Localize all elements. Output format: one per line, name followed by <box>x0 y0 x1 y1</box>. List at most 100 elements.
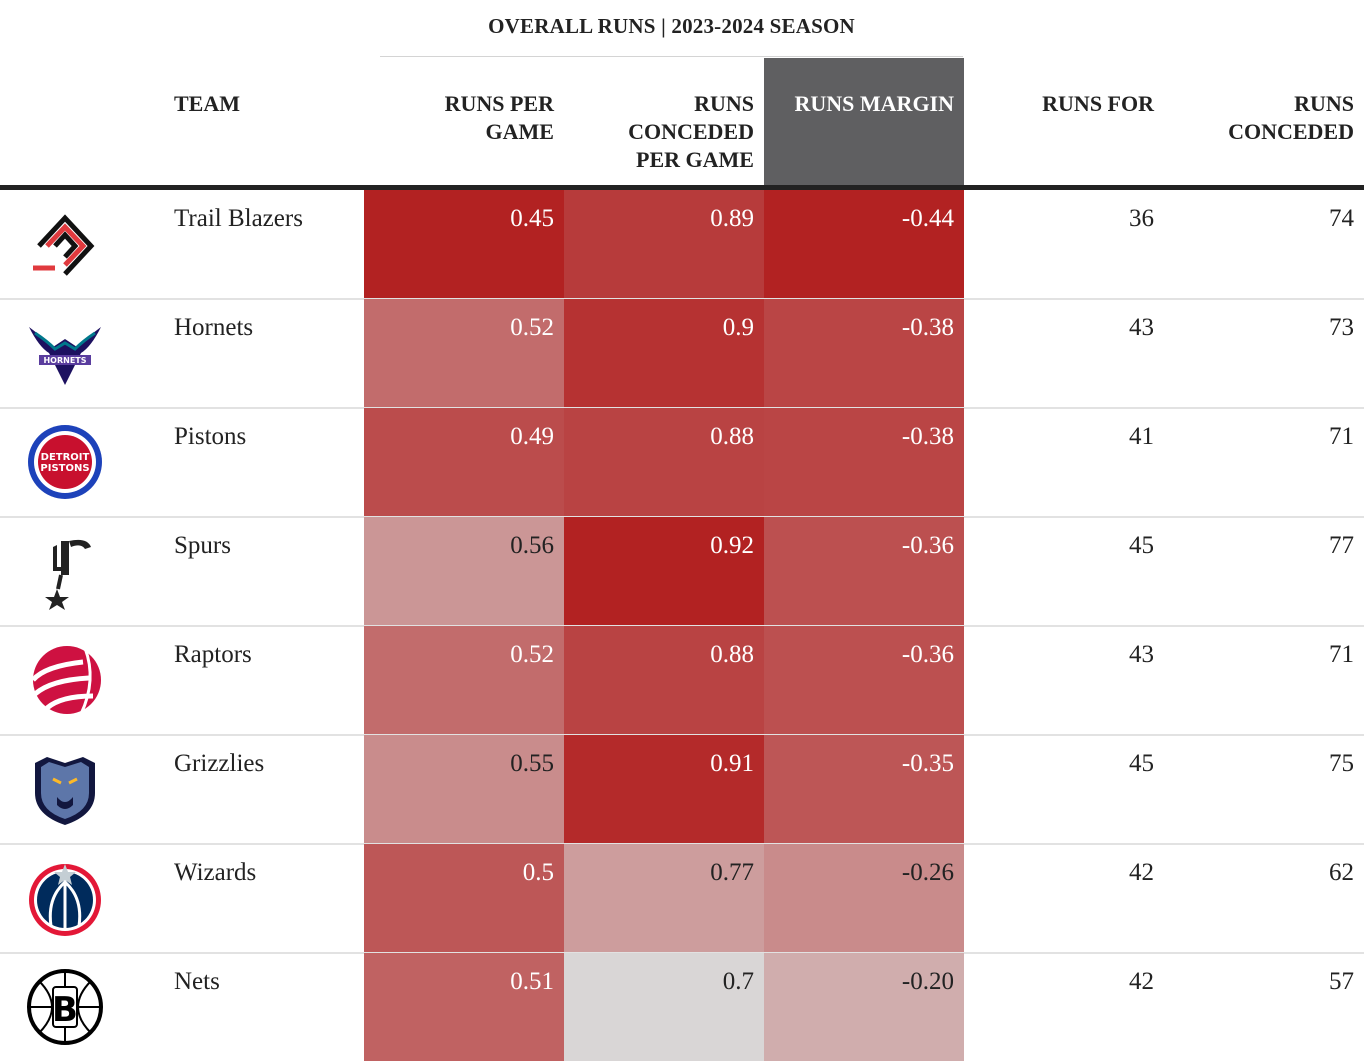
header-runs-per-game: RUNS PER GAME <box>380 90 554 146</box>
value-runs-conceded-per-game: 0.91 <box>710 750 754 777</box>
value-runs-conceded: 57 <box>1329 968 1354 995</box>
title-underline <box>380 56 963 57</box>
heat-cell-runs-conceded-per-game <box>564 844 764 952</box>
value-runs-for: 45 <box>1129 750 1154 777</box>
value-runs-for: 45 <box>1129 532 1154 559</box>
heat-cell-runs-per-game <box>364 517 564 625</box>
svg-text:HORNETS: HORNETS <box>43 356 86 365</box>
spurs-logo-icon <box>25 531 105 611</box>
header-rcpg-line-3: PER GAME <box>636 147 754 172</box>
header-rcpg-line-1: RUNS <box>694 91 754 116</box>
value-runs-margin: -0.35 <box>901 750 954 777</box>
value-runs-conceded-per-game: 0.77 <box>710 859 754 886</box>
chart-title: OVERALL RUNS | 2023-2024 SEASON <box>488 14 855 38</box>
header-runs-conceded-per-game: RUNS CONCEDED PER GAME <box>564 90 754 174</box>
heat-cell-runs-conceded-per-game <box>564 408 764 516</box>
header-runs-conceded-line-2: CONCEDED <box>1228 119 1354 144</box>
header-runs-per-game-line-1: RUNS PER <box>444 91 554 116</box>
pistons-logo-icon: DETROIT PISTONS <box>25 422 105 502</box>
highlighted-column-header-bg <box>764 58 964 186</box>
heat-cell-runs-conceded-per-game <box>564 953 764 1061</box>
value-runs-margin: -0.20 <box>901 968 954 995</box>
wizards-logo-icon <box>25 858 105 938</box>
raptors-logo-icon <box>25 640 105 720</box>
header-rcpg-line-2: CONCEDED <box>628 119 754 144</box>
heat-cell-runs-per-game <box>364 299 564 407</box>
team-name: Raptors <box>174 641 252 668</box>
heat-cell-runs-per-game <box>364 735 564 843</box>
value-runs-conceded: 62 <box>1329 859 1354 886</box>
heat-cell-runs-conceded-per-game <box>564 190 764 298</box>
team-name: Pistons <box>174 423 247 450</box>
heat-cell-runs-margin <box>764 735 964 843</box>
heat-cell-runs-margin <box>764 953 964 1061</box>
value-runs-per-game: 0.55 <box>510 750 554 777</box>
value-runs-conceded-per-game: 0.88 <box>710 423 754 450</box>
team-name: Hornets <box>174 314 254 341</box>
header-team: TEAM <box>174 91 240 116</box>
heat-cell-runs-margin <box>764 190 964 298</box>
team-name: Nets <box>174 968 220 995</box>
heat-cell-runs-margin <box>764 408 964 516</box>
header-runs-margin: RUNS MARGIN <box>764 90 955 118</box>
heat-cell-runs-margin <box>764 517 964 625</box>
value-runs-conceded-per-game: 0.92 <box>710 532 754 559</box>
svg-text:B: B <box>52 990 78 1030</box>
value-runs-conceded: 73 <box>1329 314 1354 341</box>
value-runs-for: 42 <box>1129 968 1154 995</box>
grizzlies-logo-icon <box>25 749 105 829</box>
value-runs-conceded-per-game: 0.89 <box>710 205 754 232</box>
svg-text:PISTONS: PISTONS <box>40 463 89 474</box>
heat-cell-runs-per-game <box>364 953 564 1061</box>
value-runs-conceded: 74 <box>1329 205 1354 232</box>
heat-cell-runs-conceded-per-game <box>564 626 764 734</box>
value-runs-margin: -0.36 <box>901 641 954 668</box>
team-name: Grizzlies <box>174 750 265 777</box>
header-runs-per-game-line-2: GAME <box>485 119 554 144</box>
value-runs-for: 41 <box>1129 423 1154 450</box>
value-runs-for: 42 <box>1129 859 1154 886</box>
value-runs-per-game: 0.49 <box>510 423 554 450</box>
value-runs-for: 43 <box>1129 314 1154 341</box>
team-name: Trail Blazers <box>174 205 303 232</box>
header-runs-for: RUNS FOR <box>964 90 1154 118</box>
heat-cell-runs-conceded-per-game <box>564 517 764 625</box>
value-runs-per-game: 0.5 <box>522 859 554 886</box>
value-runs-conceded-per-game: 0.9 <box>722 314 754 341</box>
heat-cell-runs-margin <box>764 844 964 952</box>
heat-cell-runs-per-game <box>364 408 564 516</box>
header-runs-margin-line-1: RUNS MARGIN <box>794 91 955 116</box>
value-runs-conceded: 75 <box>1329 750 1354 777</box>
value-runs-margin: -0.38 <box>901 314 954 341</box>
value-runs-per-game: 0.45 <box>510 205 554 232</box>
header-runs-for-line-1: RUNS FOR <box>1042 91 1154 116</box>
value-runs-margin: -0.26 <box>901 859 954 886</box>
heat-cell-runs-per-game <box>364 626 564 734</box>
value-runs-for: 36 <box>1129 205 1154 232</box>
team-name: Spurs <box>174 532 231 559</box>
trail-blazers-logo-icon <box>25 204 105 284</box>
value-runs-conceded: 77 <box>1329 532 1354 559</box>
heat-cell-runs-conceded-per-game <box>564 299 764 407</box>
hornets-logo-icon: HORNETS <box>25 313 105 393</box>
value-runs-per-game: 0.56 <box>510 532 554 559</box>
heat-cell-runs-per-game <box>364 844 564 952</box>
header-rule <box>0 185 1364 190</box>
heat-cell-runs-per-game <box>364 190 564 298</box>
value-runs-conceded-per-game: 0.88 <box>710 641 754 668</box>
value-runs-margin: -0.38 <box>901 423 954 450</box>
value-runs-for: 43 <box>1129 641 1154 668</box>
value-runs-per-game: 0.52 <box>510 641 554 668</box>
value-runs-margin: -0.44 <box>901 205 954 232</box>
value-runs-per-game: 0.51 <box>510 968 554 995</box>
heat-cell-runs-margin <box>764 299 964 407</box>
header-runs-conceded: RUNS CONCEDED <box>1160 90 1354 146</box>
value-runs-conceded: 71 <box>1329 641 1354 668</box>
value-runs-conceded-per-game: 0.7 <box>722 968 754 995</box>
svg-text:DETROIT: DETROIT <box>41 452 90 463</box>
heat-cell-runs-margin <box>764 626 964 734</box>
nets-logo-icon: B <box>25 967 105 1047</box>
value-runs-margin: -0.36 <box>901 532 954 559</box>
heat-cell-runs-conceded-per-game <box>564 735 764 843</box>
header-runs-conceded-line-1: RUNS <box>1294 91 1354 116</box>
